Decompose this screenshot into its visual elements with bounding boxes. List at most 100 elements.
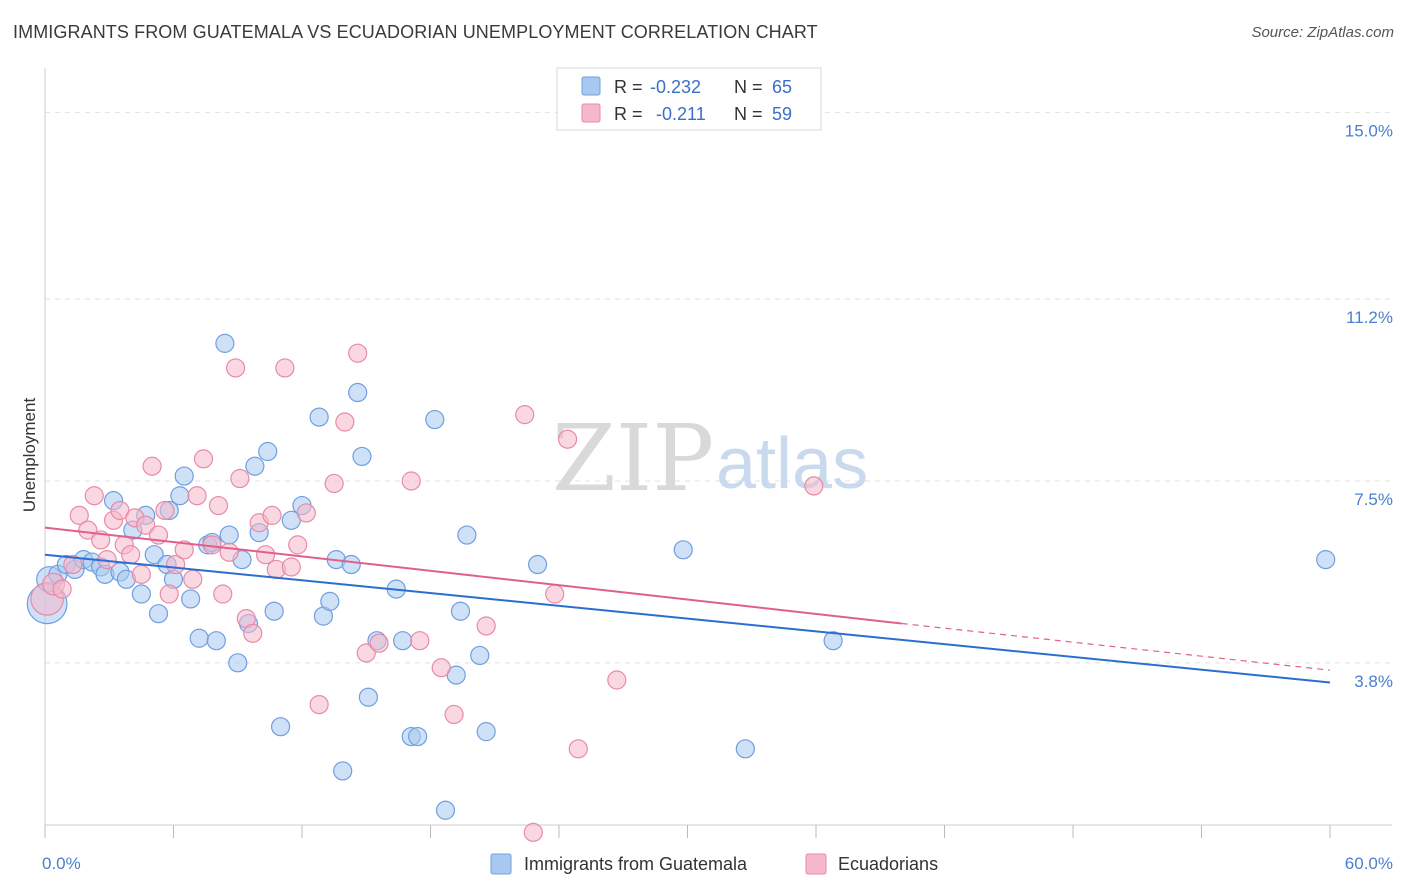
guatemala-point-50	[393, 631, 413, 651]
guatemala-point-43	[333, 761, 353, 781]
guatemala-point-58	[470, 645, 490, 666]
watermark-atlas: atlas	[716, 424, 868, 504]
ecuadorians-point-56	[568, 739, 588, 759]
guatemala-point-39	[309, 407, 329, 427]
ecuadorians-point-29	[226, 358, 246, 378]
ecuadorians-point-7	[91, 530, 111, 550]
guatemala-point-23	[189, 628, 209, 648]
legend-r-value-2: -0.211	[656, 104, 706, 124]
ecuadorians-point-4	[69, 505, 89, 525]
ecuadorians-point-39	[288, 535, 308, 555]
y-tick-label-1: 7.5%	[1354, 490, 1393, 509]
legend-swatch-blue	[581, 76, 601, 96]
ecuadorians-point-42	[324, 473, 344, 494]
bottom-legend: Immigrants from Guatemala Ecuadorians	[490, 853, 938, 875]
guatemala-point-29	[228, 653, 248, 673]
guatemala-point-28	[219, 525, 239, 545]
bottom-legend-label-ecuadorians: Ecuadorians	[838, 854, 938, 874]
x-tick-labels: 0.0% 60.0%	[42, 854, 1393, 873]
guatemala-point-46	[352, 446, 372, 467]
ecuadorians-point-6	[84, 486, 104, 506]
y-tick-labels: 3.8% 7.5% 11.2% 15.0%	[1345, 121, 1393, 690]
ecuadorians-point-44	[348, 343, 368, 363]
guatemala-point-26	[206, 631, 226, 651]
ecuadorians-point-47	[401, 471, 421, 491]
watermark-zip: ZIP	[552, 405, 714, 512]
guatemala-point-36	[270, 717, 291, 737]
ecuadorians-point-43	[335, 412, 355, 432]
ecuadorians-point-22	[183, 569, 203, 589]
ecuadorians-point-48	[410, 631, 430, 651]
x-tick-label-1: 60.0%	[1345, 854, 1393, 873]
ecuadorians-point-24	[193, 449, 214, 469]
guatemala-point-20	[170, 486, 190, 506]
ecuadorians-point-53	[523, 822, 543, 842]
trend-lines	[44, 526, 1331, 684]
ecuadorians-point-27	[213, 584, 233, 604]
ecuadorians-point-15	[136, 515, 156, 535]
ecuadorians-point-37	[275, 358, 295, 378]
guatemala-point-45	[348, 382, 368, 403]
ecuadorians-point-26	[208, 495, 229, 516]
ecuadorians-point-16	[142, 456, 162, 476]
y-tick-label-3: 15.0%	[1345, 121, 1393, 140]
ecuadorians-point-54	[545, 584, 565, 604]
legend-swatch-pink	[581, 103, 601, 123]
guatemala-point-59	[476, 722, 496, 742]
bottom-legend-label-guatemala: Immigrants from Guatemala	[524, 854, 748, 874]
grid-lines	[45, 111, 1392, 664]
y-tick-label-2: 11.2%	[1346, 308, 1393, 327]
ecuadorians-point-34	[255, 545, 276, 565]
guatemala-point-13	[131, 584, 151, 604]
axes	[44, 68, 1392, 838]
legend-r-value-1: -0.232	[650, 77, 701, 97]
ecuadorians-point-57	[607, 670, 627, 690]
top-legend: R = -0.232 N = 65 R = -0.211 N = 59	[556, 67, 822, 131]
guatemala-point-32	[245, 456, 265, 476]
guatemala-point-52	[408, 726, 428, 747]
ecuadorians-point-58	[804, 476, 824, 496]
chart-title: IMMIGRANTS FROM GUATEMALA VS ECUADORIAN …	[13, 22, 818, 42]
guatemala-point-53	[425, 409, 445, 430]
legend-r-label-1: R =	[614, 77, 643, 97]
guatemala-point-47	[358, 687, 378, 707]
watermark: ZIP atlas	[552, 405, 868, 512]
ecuadorians-point-14	[131, 564, 151, 584]
guatemala-point-61	[673, 540, 693, 560]
ecuadorians-point-35	[262, 505, 282, 525]
y-axis-label: Unemployment	[20, 398, 39, 513]
ecuadorians-point-51	[476, 616, 496, 636]
ecuadorians-point-12	[121, 545, 141, 565]
guatemala-point-27	[215, 333, 235, 353]
ecuadorians-point-55	[557, 429, 578, 449]
x-tick-label-0: 0.0%	[42, 854, 81, 873]
ecuadorians-point-41	[309, 694, 329, 715]
guatemala-point-64	[1316, 550, 1336, 570]
trend-line-ecuadorians	[44, 526, 902, 625]
ecuadorians-point-23	[187, 486, 207, 506]
guatemala-point-63	[823, 631, 843, 651]
legend-box	[556, 67, 822, 131]
guatemala-point-56	[450, 601, 471, 621]
guatemala-point-34	[258, 441, 278, 462]
guatemala-point-35	[264, 601, 284, 621]
ecuadorians-point-30	[230, 468, 250, 489]
ecuadorians-point-50	[444, 704, 464, 725]
ecuadorians-point-2	[52, 579, 72, 599]
legend-n-value-2: 59	[772, 104, 792, 124]
guatemala-point-44	[341, 554, 361, 575]
guatemala-point-57	[457, 525, 477, 545]
legend-n-label-2: N =	[734, 104, 763, 124]
y-tick-label-0: 3.8%	[1354, 672, 1393, 691]
ecuadorians-point-46	[369, 633, 389, 653]
legend-n-label-1: N =	[734, 77, 763, 97]
guatemala-point-16	[148, 604, 169, 624]
ecuadorians-point-18	[155, 500, 175, 521]
legend-n-value-1: 65	[772, 77, 792, 97]
ecuadorians-point-28	[219, 542, 239, 562]
guatemala-point-54	[435, 800, 456, 820]
guatemala-point-41	[320, 591, 340, 611]
guatemala-point-21	[174, 466, 194, 486]
bottom-legend-swatch-blue	[490, 853, 512, 875]
